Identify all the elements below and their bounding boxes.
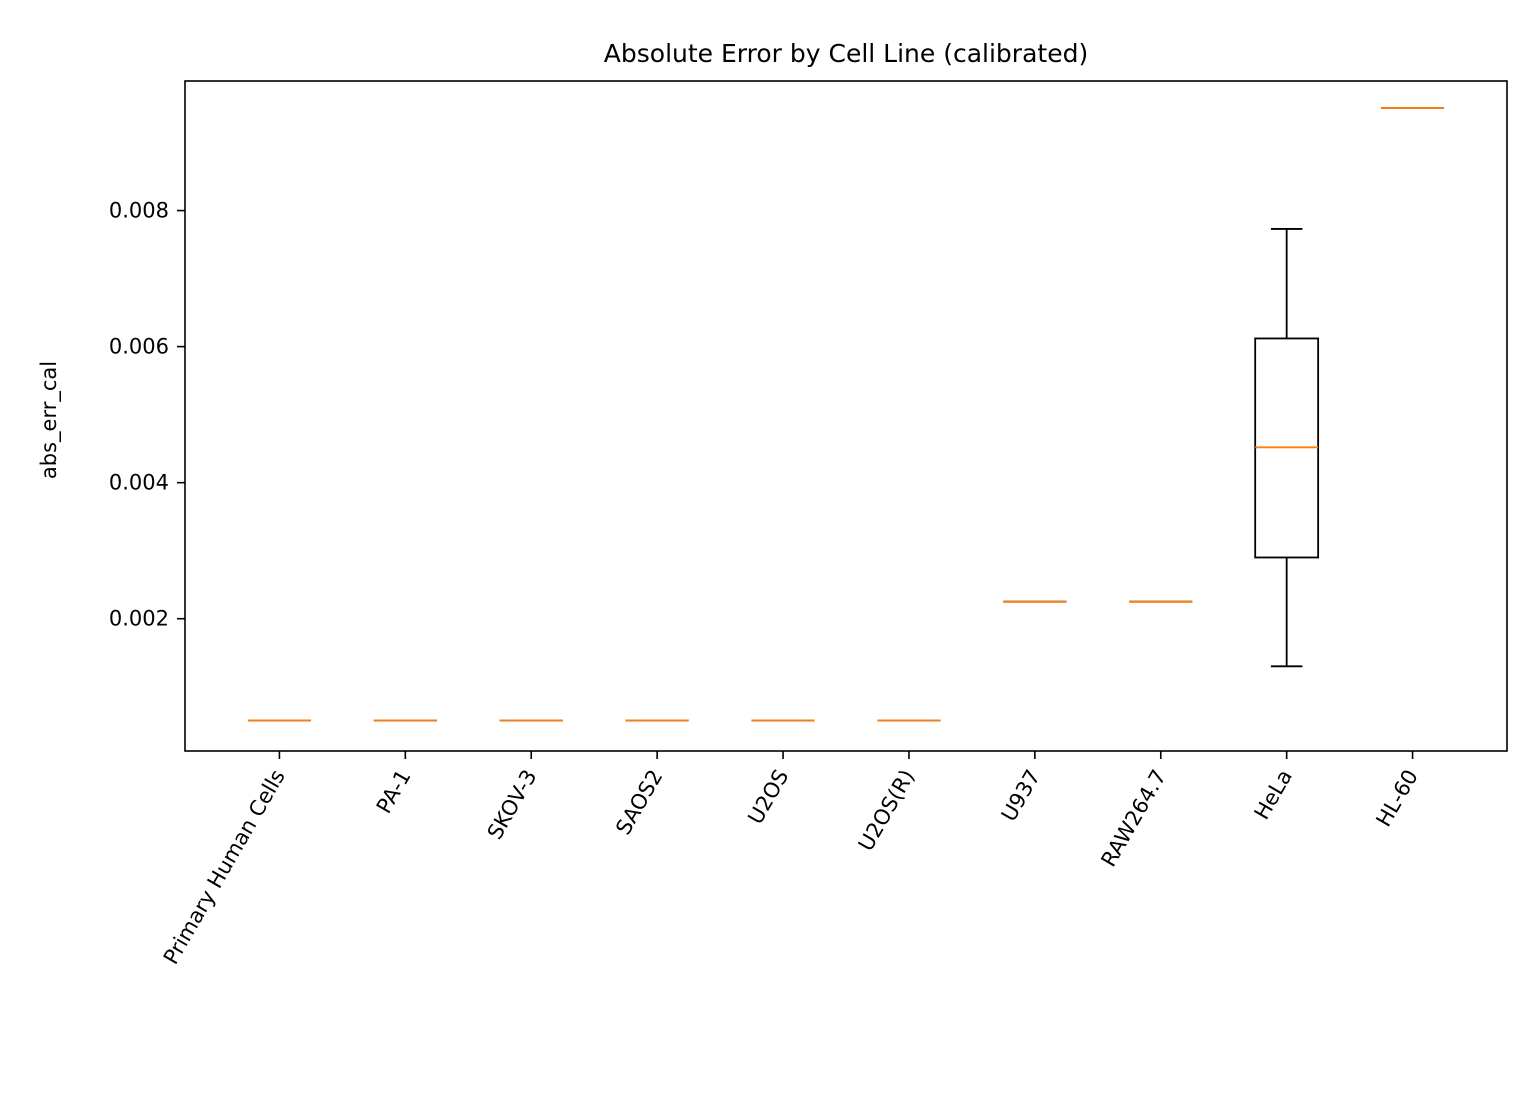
y-tick-label: 0.006 <box>109 335 169 359</box>
y-axis: 0.002 0.004 0.006 0.008 <box>109 199 185 631</box>
box-group <box>247 106 1445 722</box>
chart-title: Absolute Error by Cell Line (calibrated) <box>604 39 1088 68</box>
box-hela <box>1254 228 1320 668</box>
y-tick-label: 0.004 <box>109 471 169 495</box>
y-tick-label: 0.002 <box>109 607 169 631</box>
y-tick-label: 0.008 <box>109 199 169 223</box>
y-axis-label: abs_err_cal <box>37 361 62 479</box>
plot-frame <box>184 80 1508 752</box>
